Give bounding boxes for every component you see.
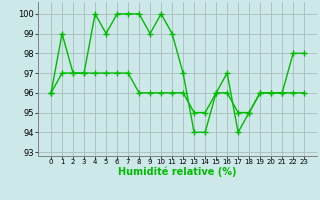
X-axis label: Humidité relative (%): Humidité relative (%) bbox=[118, 167, 237, 177]
